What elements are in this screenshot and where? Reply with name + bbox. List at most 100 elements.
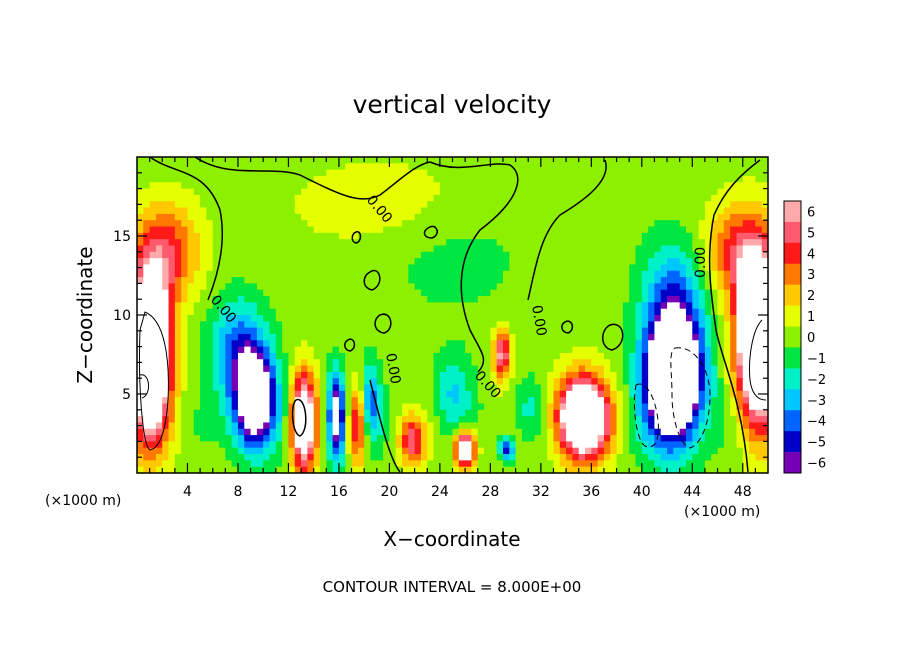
field-cell [597, 409, 605, 417]
field-cell [730, 302, 738, 310]
field-cell [717, 378, 725, 386]
field-cell [477, 416, 485, 424]
field-cell [383, 460, 390, 468]
field-cell [667, 346, 674, 354]
field-cell [484, 340, 491, 348]
field-cell [610, 365, 618, 373]
field-cell [402, 315, 409, 322]
field-cell [414, 157, 422, 164]
field-cell [465, 447, 473, 455]
field-cell [263, 220, 271, 228]
field-cell [351, 352, 359, 360]
field-cell [376, 157, 384, 164]
field-cell [364, 466, 372, 473]
field-cell [484, 460, 491, 468]
field-cell [528, 226, 536, 234]
field-cell [193, 232, 201, 240]
field-cell [667, 302, 674, 310]
field-cell [269, 157, 277, 164]
field-cell [692, 378, 700, 386]
field-cell [162, 333, 170, 341]
field-cell [717, 447, 725, 455]
field-cell [313, 207, 321, 215]
field-cell [553, 359, 561, 367]
field-cell [263, 378, 271, 386]
field-cell [237, 213, 245, 221]
field-cell [181, 213, 189, 221]
field-cell [572, 365, 580, 373]
field-cell [742, 397, 750, 405]
field-cell [559, 352, 567, 360]
field-cell [528, 169, 536, 177]
field-cell [465, 397, 473, 405]
field-cell [155, 327, 163, 335]
field-cell [490, 207, 498, 215]
field-cell [559, 371, 567, 379]
field-cell [256, 315, 264, 322]
field-cell [471, 201, 479, 209]
field-cell [673, 251, 681, 259]
field-cell [736, 220, 744, 228]
field-cell [414, 213, 422, 221]
field-cell [496, 359, 504, 367]
field-cell [685, 258, 693, 266]
field-cell [673, 340, 681, 348]
field-cell [446, 289, 454, 297]
field-cell [263, 333, 271, 341]
field-cell [364, 340, 372, 348]
field-cell [244, 163, 252, 171]
field-cell [389, 232, 397, 240]
field-cell [761, 283, 768, 291]
field-cell [187, 277, 195, 284]
field-cell [433, 378, 441, 386]
field-cell [338, 428, 346, 436]
field-cell [446, 384, 454, 392]
field-cell [155, 466, 163, 473]
field-cell [402, 359, 409, 367]
field-cell [351, 308, 359, 316]
field-cell [730, 169, 738, 177]
field-cell [717, 289, 725, 297]
field-cell [660, 466, 668, 473]
field-cell [528, 416, 536, 424]
field-cell [338, 188, 346, 196]
field-cell [414, 226, 422, 234]
field-cell [585, 371, 592, 379]
field-cell [345, 226, 353, 234]
field-cell [181, 283, 189, 291]
field-cell [673, 315, 681, 322]
field-cell [338, 346, 346, 354]
field-cell [711, 466, 719, 473]
field-cell [465, 441, 473, 449]
field-cell [263, 226, 271, 234]
field-cell [673, 384, 681, 392]
field-cell [452, 270, 460, 278]
field-cell [137, 403, 144, 411]
field-cell [654, 201, 662, 209]
field-cell [237, 283, 245, 291]
field-cell [572, 258, 580, 266]
field-cell [534, 365, 542, 373]
field-cell [206, 397, 214, 405]
field-cell [231, 194, 239, 202]
field-cell [711, 409, 719, 417]
field-cell [364, 422, 372, 430]
field-cell [667, 220, 674, 228]
field-cell [648, 258, 656, 266]
field-cell [338, 371, 346, 379]
field-cell [667, 365, 674, 373]
field-cell [610, 454, 618, 461]
field-cell [692, 384, 700, 392]
field-cell [528, 201, 536, 209]
field-cell [698, 460, 706, 468]
field-cell [477, 207, 485, 215]
field-cell [288, 163, 296, 171]
field-cell [610, 333, 618, 341]
field-cell [256, 346, 264, 354]
field-cell [622, 397, 630, 405]
field-cell [301, 346, 308, 354]
field-cell [174, 327, 182, 335]
field-cell [685, 277, 693, 284]
field-cell [540, 226, 548, 234]
field-cell [566, 213, 573, 221]
